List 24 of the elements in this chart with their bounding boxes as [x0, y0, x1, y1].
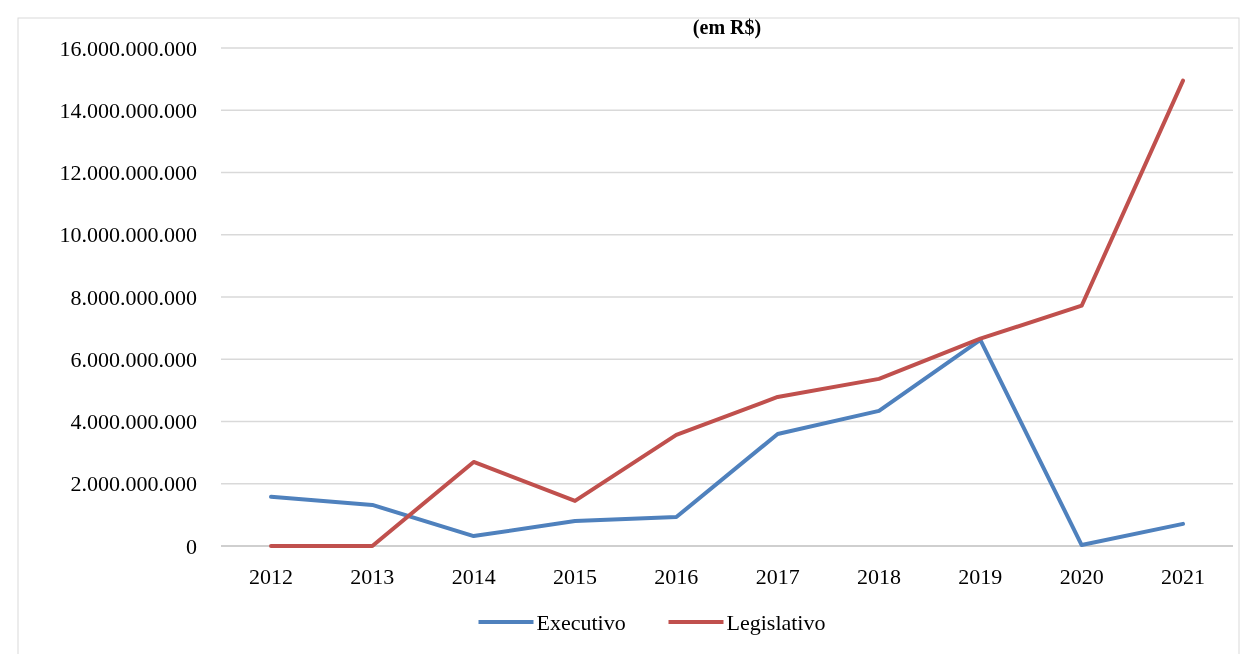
line-series: [269, 337, 1185, 548]
x-tick-label: 2016: [654, 564, 699, 589]
x-tick-label: 2012: [249, 564, 293, 589]
x-tick-label: 2021: [1161, 564, 1205, 589]
y-tick-label: 14.000.000.000: [59, 97, 197, 123]
y-tick-label: 4.000.000.000: [70, 409, 197, 435]
y-tick-label: 8.000.000.000: [70, 284, 197, 310]
legend-label: Executivo: [536, 609, 626, 635]
y-tick-label: 2.000.000.000: [70, 471, 197, 497]
x-tick-label: 2018: [857, 564, 901, 589]
y-tick-label: 0: [186, 533, 197, 559]
x-tick-label: 2013: [350, 564, 395, 589]
line-series: [269, 78, 1185, 548]
legend-label: Legislativo: [726, 609, 826, 635]
y-tick-label: 10.000.000.000: [59, 222, 197, 248]
x-tick-label: 2019: [958, 564, 1003, 589]
y-tick-label: 6.000.000.000: [70, 346, 197, 372]
x-tick-label: 2014: [451, 564, 496, 589]
x-tick-label: 2020: [1059, 564, 1104, 589]
x-tick-label: 2017: [755, 564, 800, 589]
y-tick-label: 16.000.000.000: [59, 35, 197, 61]
x-tick-label: 2015: [553, 564, 597, 589]
y-tick-label: 12.000.000.000: [59, 160, 197, 186]
chart-title: (em R$): [692, 16, 762, 39]
